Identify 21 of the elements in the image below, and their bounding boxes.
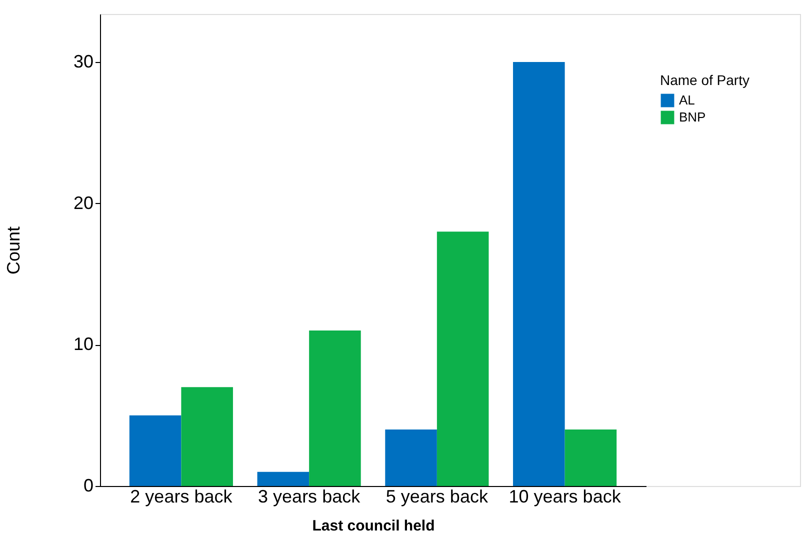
y-tick-label: 0 [83, 476, 94, 496]
x-tick-label: 5 years back [386, 486, 489, 506]
bar [436, 232, 489, 486]
bar [309, 330, 361, 486]
x-axis-title: Last council held [312, 518, 435, 534]
legend-label: BNP [679, 110, 706, 124]
bar [129, 415, 182, 486]
x-tick-label: 3 years back [258, 486, 362, 506]
x-tick-label: 2 years back [130, 486, 234, 506]
legend-title: Name of Party [660, 72, 750, 88]
bar [513, 62, 565, 486]
bar [564, 429, 617, 486]
y-tick-label: 20 [73, 192, 94, 213]
legend-label: AL [679, 92, 695, 108]
bar [181, 387, 233, 486]
y-tick-label: 10 [73, 334, 94, 354]
y-axis-title: Count [3, 226, 24, 275]
y-tick-label: 30 [73, 52, 94, 72]
bar [385, 429, 437, 486]
x-tick-label: 10 years back [508, 486, 622, 506]
bar [257, 472, 310, 486]
